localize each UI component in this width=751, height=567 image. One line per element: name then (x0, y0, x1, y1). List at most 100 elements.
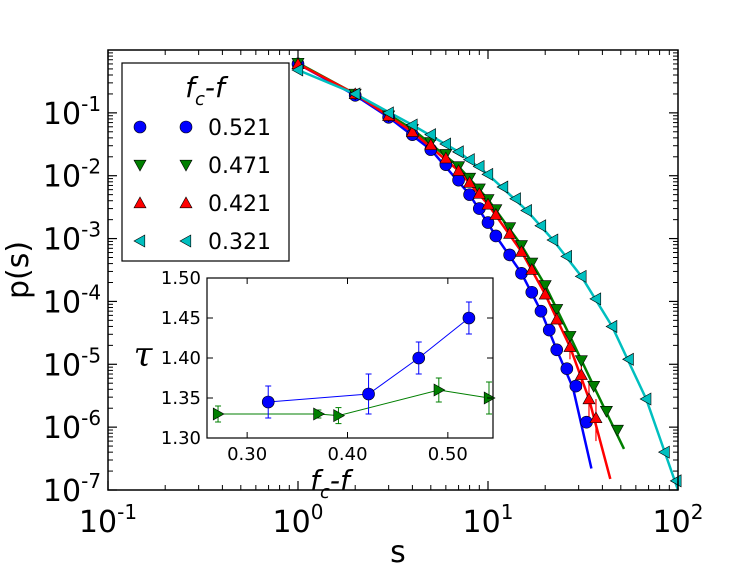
point-series-1-8 (463, 188, 476, 201)
legend-entries: 0.521 0.471 0.421 0.321 (133, 116, 271, 255)
inset-y-tick-label-4: 1.45 (161, 308, 201, 329)
main-axis-ticks (107, 50, 679, 491)
y-tick-label-4: 10-4 (43, 280, 101, 320)
point-series-3-7 (452, 164, 466, 176)
point-series-1-7 (452, 173, 465, 187)
point-series-3-20 (589, 411, 603, 424)
point-series-1-15 (534, 304, 548, 318)
point-series-3-19 (582, 392, 596, 405)
point-series-4-8 (462, 153, 475, 167)
y-tick-label-2: 10-6 (43, 406, 101, 446)
point-series-1-14 (525, 285, 539, 299)
legend-marker-1b (179, 120, 193, 134)
legend-box (121, 62, 290, 262)
point-series-3-18 (574, 368, 588, 380)
inset-point-green-4 (433, 383, 446, 397)
y-tick-label-3: 10-5 (43, 343, 101, 383)
point-series-3-17 (563, 340, 577, 352)
point-series-4-10 (481, 167, 494, 181)
point-series-3-4 (405, 125, 419, 137)
point-series-1-16 (542, 323, 556, 337)
point-series-2-19 (587, 380, 601, 393)
inset-chart: 0.30 0.40 0.501.301.351.401.451.50 fc-f τ (134, 268, 496, 503)
point-series-3-8 (463, 175, 477, 188)
point-series-3-11 (489, 208, 503, 220)
point-series-4-18 (589, 292, 602, 306)
inset-axis-ticks: 0.30 0.40 0.50 1.30 1.35 1.40 1.45 1.50 (161, 268, 493, 465)
inset-y-axis-label: τ (134, 335, 154, 375)
inset-x-tick-label-3: 0.50 (428, 444, 468, 465)
x-axis-label: s (390, 535, 406, 567)
point-series-1-19 (569, 379, 583, 393)
point-series-4-2 (348, 87, 361, 101)
point-series-3-10 (481, 197, 495, 210)
point-series-4-6 (439, 137, 451, 151)
y-tick-label-7: 10-1 (43, 92, 101, 132)
point-series-1-11 (489, 229, 503, 243)
legend-marker-2b (179, 159, 193, 172)
point-series-2-20 (599, 405, 613, 418)
inset-point-blue-4 (462, 311, 476, 325)
legend-marker-2a (133, 159, 147, 172)
legend-label-4: 0.321 (208, 230, 271, 255)
y-axis-label: p(s) (1, 241, 36, 299)
legend-label-2: 0.471 (208, 154, 271, 179)
inset-y-tick-label-2: 1.35 (161, 388, 201, 409)
point-series-4-11 (496, 180, 509, 194)
y-tick-label-6: 10-2 (43, 155, 101, 195)
point-series-2-18 (574, 355, 588, 368)
point-series-2-15 (538, 280, 552, 293)
point-series-4-21 (639, 392, 652, 406)
point-series-3-15 (538, 287, 552, 300)
main-plot-frame (107, 49, 679, 491)
point-series-4-16 (560, 249, 572, 263)
point-series-3-6 (439, 151, 453, 164)
point-series-4-5 (424, 128, 436, 142)
point-series-2-17 (563, 331, 577, 343)
inset-point-green-3 (333, 409, 346, 423)
point-series-3-14 (525, 263, 539, 275)
point-series-4-17 (574, 269, 587, 283)
inset-y-tick-label-1: 1.30 (161, 428, 201, 449)
point-series-1-18 (560, 362, 574, 376)
legend-marker-3b (179, 196, 193, 209)
point-series-2-16 (550, 304, 564, 316)
legend-marker-4a (133, 234, 146, 248)
point-series-1-13 (515, 267, 528, 280)
x-tick-label-1: 10-1 (79, 500, 137, 540)
inset-line-blue (268, 317, 470, 403)
inset-point-blue-2 (362, 387, 375, 401)
point-series-4-14 (534, 219, 547, 233)
point-series-4-12 (509, 192, 521, 206)
point-series-4-20 (622, 352, 634, 366)
legend-label-3: 0.421 (208, 192, 271, 217)
point-series-4-7 (451, 145, 464, 159)
point-series-1-12 (503, 248, 516, 262)
main-axis-tick-labels: 10-1 100 101 102 10-7 10-6 10-5 10-4 10-3 10-2 10-… (43, 92, 704, 540)
inset-point-green-2 (313, 407, 326, 421)
point-series-4-13 (520, 203, 532, 217)
point-series-4-1 (291, 63, 304, 77)
point-series-4-4 (405, 118, 418, 132)
point-series-3-12 (503, 226, 517, 239)
point-series-4-3 (382, 106, 394, 120)
inset-x-tick-label-1: 0.30 (227, 444, 267, 465)
inset-data-points (212, 311, 496, 423)
y-tick-label-5: 10-3 (43, 218, 101, 258)
y-tick-label-1: 10-7 (43, 469, 101, 509)
inset-point-blue-1 (261, 395, 275, 409)
point-series-4-22 (657, 445, 670, 459)
point-series-3-5 (424, 138, 438, 150)
point-series-4-15 (546, 233, 559, 247)
point-series-3-9 (472, 186, 486, 199)
inset-y-tick-label-5: 1.50 (161, 268, 201, 289)
inset-frame (206, 277, 494, 439)
x-tick-label-2: 100 (273, 500, 324, 540)
inset-x-tick-label-2: 0.40 (327, 444, 367, 465)
legend-label-1: 0.521 (208, 116, 271, 141)
point-series-4-19 (605, 319, 618, 333)
point-series-2-21 (610, 424, 624, 437)
inset-y-tick-label-3: 1.40 (161, 348, 201, 369)
